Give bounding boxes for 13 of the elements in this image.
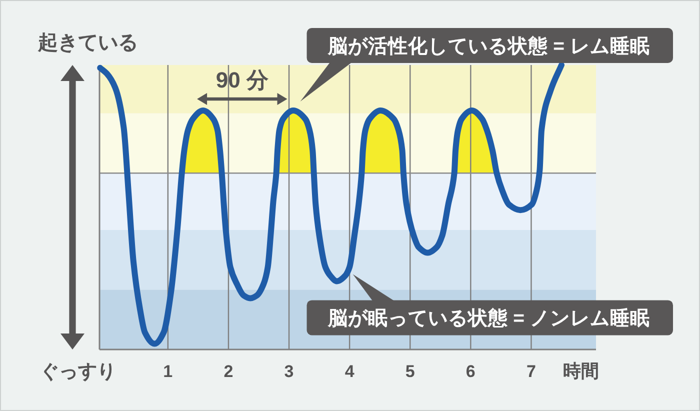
x-tick-label: 6 (466, 362, 476, 381)
x-tick-label: 5 (405, 362, 415, 381)
x-tick-label: 1 (163, 362, 173, 381)
x-tick-label: 4 (344, 362, 355, 381)
callout-lower: 脳が眠っている状態 = ノンレム睡眠 (306, 274, 673, 336)
annotation: 脳が眠っている状態 = ノンレム睡眠 (326, 306, 650, 330)
text: 起きている (37, 32, 138, 54)
x-tick-label: 7 (526, 362, 536, 381)
x-axis-title: 時間 (563, 361, 599, 381)
x-tick-label: 2 (224, 362, 234, 381)
text: ぐっすり (40, 362, 116, 382)
callout-upper: 脳が活性化している状態 = レム睡眠 (300, 28, 673, 102)
x-tick-label: 3 (284, 362, 294, 381)
